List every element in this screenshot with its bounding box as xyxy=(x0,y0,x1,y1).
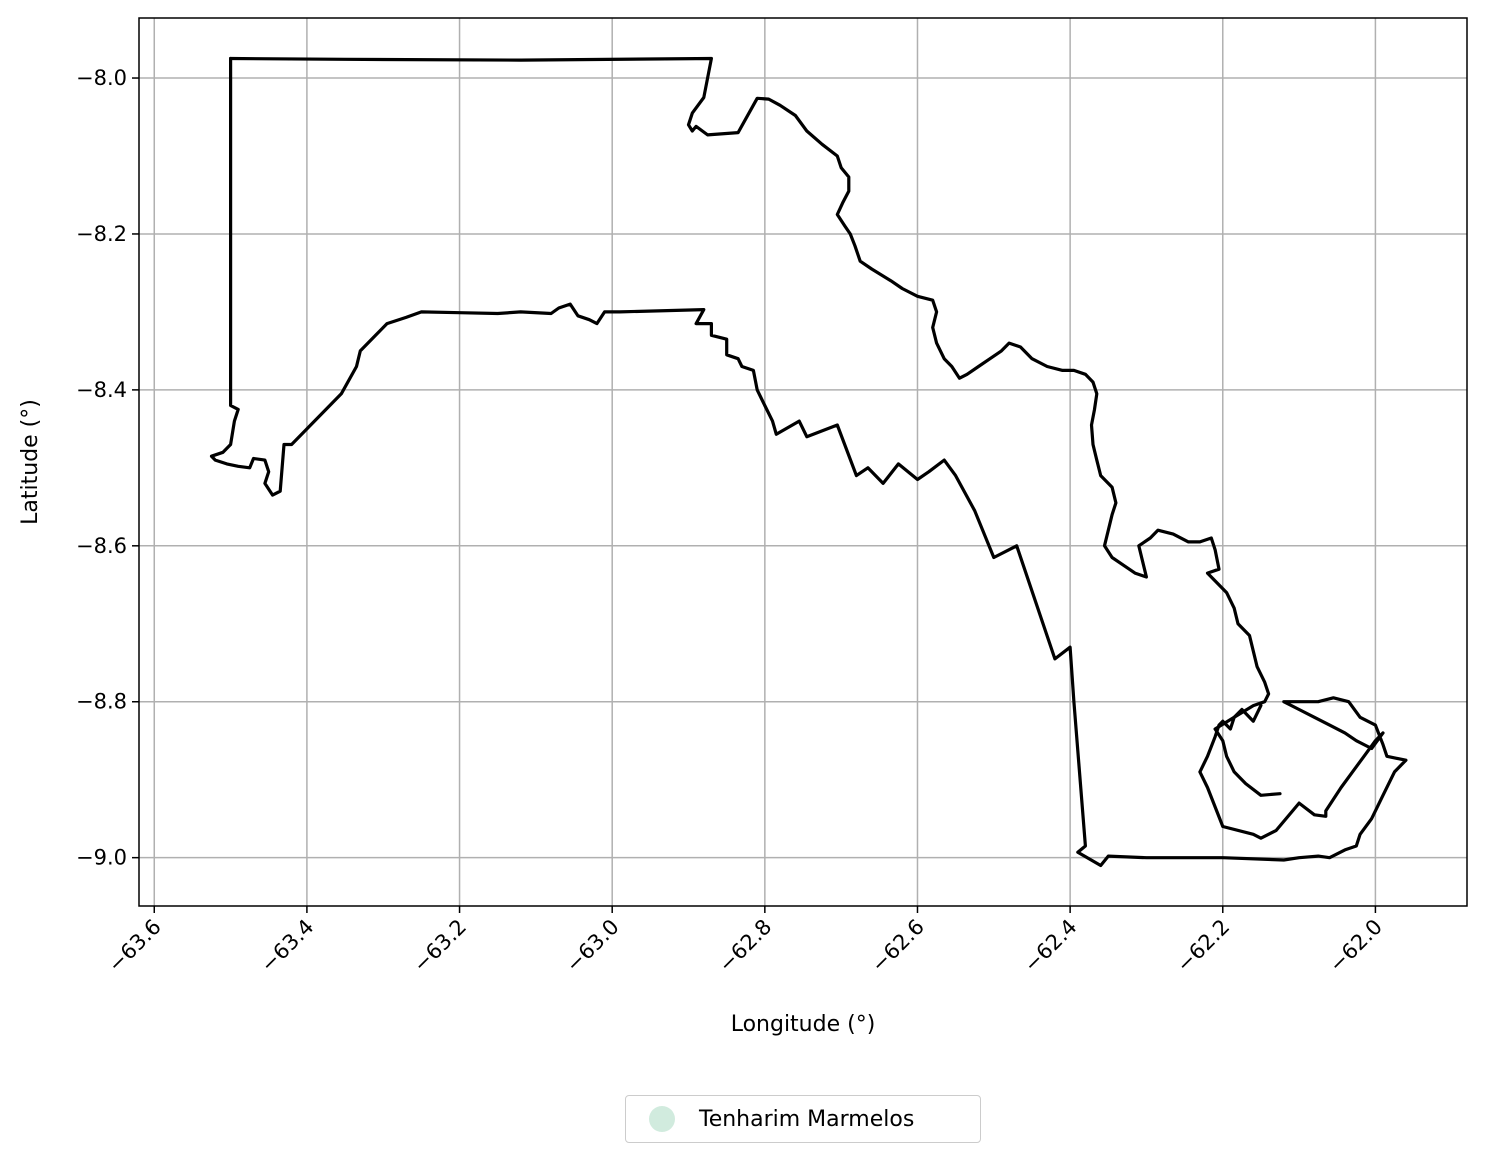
legend: Tenharim Marmelos xyxy=(625,1095,981,1143)
x-tick-label: −63.4 xyxy=(256,915,318,977)
x-tick-label: −62.0 xyxy=(1324,915,1386,977)
y-axis-label: Latitude (°) xyxy=(18,399,43,525)
x-tick-label: −62.4 xyxy=(1019,915,1081,977)
y-axis-ticks: −8.0 −8.2 −8.4 −8.6 −8.8 −9.0 xyxy=(76,66,139,870)
legend-label: Tenharim Marmelos xyxy=(699,1106,915,1132)
x-tick-label: −62.6 xyxy=(867,915,929,977)
legend-marker-icon xyxy=(649,1106,675,1132)
y-tick-label: −8.6 xyxy=(76,534,127,558)
y-tick-label: −8.4 xyxy=(76,378,127,402)
axes-frame xyxy=(138,17,1468,907)
territory-boundary-line xyxy=(229,56,1282,797)
x-tick-label: −62.8 xyxy=(714,915,776,977)
territory-boundary-line xyxy=(209,56,1408,868)
y-tick-label: −8.8 xyxy=(76,690,127,714)
y-tick-label: −9.0 xyxy=(76,846,127,870)
y-tick-label: −8.2 xyxy=(76,222,127,246)
x-axis-label: Longitude (°) xyxy=(731,1012,876,1037)
grid-lines xyxy=(139,18,1467,906)
x-tick-label: −63.2 xyxy=(409,915,471,977)
boundary-shapes xyxy=(209,56,1408,868)
x-tick-label: −63.6 xyxy=(103,915,165,977)
x-axis-ticks: −63.6 −63.4 −63.2 −63.0 −62.8 −62.6 −62.4 −62.2… xyxy=(103,906,1387,977)
x-tick-label: −62.2 xyxy=(1172,915,1234,977)
y-tick-label: −8.0 xyxy=(76,66,127,90)
x-tick-label: −63.0 xyxy=(561,915,623,977)
